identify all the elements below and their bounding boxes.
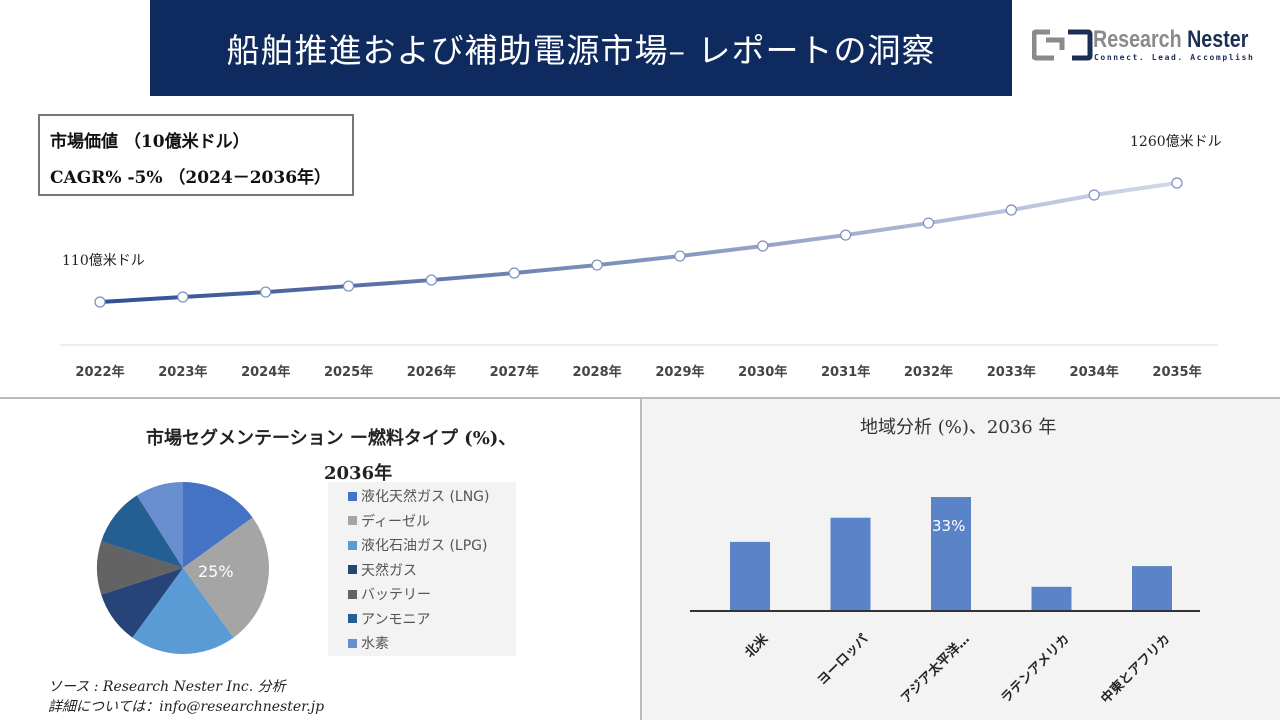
section-divider (0, 397, 1280, 399)
page-title: 船舶推進および補助電源市場– レポートの洞察 (226, 31, 936, 70)
region-bar (1031, 586, 1072, 611)
line-point (508, 267, 520, 279)
pie-title-line2: 2036年 (324, 463, 393, 484)
region-bar (1132, 566, 1172, 611)
x-tick-label: 2035年 (1152, 365, 1202, 380)
line-point (260, 286, 272, 298)
line-point (1005, 204, 1017, 216)
pie-slice (101, 495, 183, 568)
pie-slice (101, 568, 183, 638)
pie-slice (132, 568, 234, 654)
start-value-label: 110億米ドル (62, 253, 145, 269)
line-point (674, 250, 686, 262)
pie-slice (136, 482, 183, 568)
x-tick-label: 2032年 (903, 365, 954, 380)
title-banner: 船舶推進および補助電源市場– レポートの洞察 (150, 0, 1012, 96)
source-note: ソース : Research Nester Inc. 分析 (48, 679, 286, 695)
line-point (342, 280, 355, 292)
legend-swatch (348, 638, 357, 648)
line-point (757, 240, 769, 252)
x-tick-label: 2034年 (1069, 365, 1119, 380)
contact-note: 詳細については：info@researchnester.jp (48, 699, 325, 715)
legend-item: アンモニア (348, 609, 430, 629)
legend-swatch (348, 516, 357, 525)
x-tick-label: 2022年 (75, 365, 125, 380)
pie-title-line1: 市場セグメンテーション ー燃料タイプ (%)、 (146, 428, 517, 449)
logo-text: Research Nester (1093, 26, 1249, 53)
line-point (922, 217, 935, 229)
line-point (94, 296, 106, 308)
bar-data-label: 33% (932, 517, 966, 535)
pie-legend: 液化天然ガス (LNG) ディーゼル液化石油ガス (LPG) 天然ガスバッテリーアン… (328, 482, 516, 656)
line-point (840, 229, 852, 241)
x-tick-label: 2025年 (323, 365, 374, 380)
x-tick-label: 2023年 (158, 365, 208, 380)
x-tick-label: 2028年 (572, 365, 622, 380)
bar-title: 地域分析 (%)、2036 年 (860, 417, 1057, 438)
x-tick-label: 2024年 (241, 365, 291, 380)
legend-item: 水素 (348, 633, 389, 653)
line-point (1088, 189, 1100, 201)
pie-slice (97, 541, 183, 595)
region-bar-chart (690, 497, 1200, 612)
legend-item: 天然ガス (348, 560, 417, 580)
legend-swatch (348, 614, 357, 623)
market-value-label: 市場価値 （10億米ドル） (50, 132, 250, 152)
pie-slice (183, 482, 253, 568)
region-bar (830, 517, 871, 611)
x-tick-label: 2029年 (655, 365, 705, 380)
legend-label: 天然ガス (361, 562, 417, 579)
legend-item: バッテリー (348, 584, 431, 604)
market-value-line (99, 181, 1178, 304)
x-tick-label: 2031年 (821, 365, 871, 380)
line-point (177, 291, 189, 303)
legend-label: ディーゼル (361, 513, 431, 530)
legend-swatch (348, 589, 357, 599)
legend-item: 液化天然ガス (LNG) (348, 486, 490, 506)
region-bar (730, 541, 770, 611)
legend-item: 液化石油ガス (LPG) (348, 535, 487, 555)
legend-label: アンモニア (361, 611, 431, 628)
research-nester-logo-icon (1032, 29, 1093, 61)
market-line-chart (60, 177, 1218, 346)
x-tick-label: 2027年 (489, 365, 539, 380)
pie-slice (183, 517, 269, 638)
legend-swatch (348, 491, 357, 501)
legend-label: 液化天然ガス (LNG) (361, 489, 490, 505)
market-info-box: 市場価値 （10億米ドル） CAGR% -5% （2024－2036年） (38, 114, 354, 196)
end-value-label: 1260億米ドル (1130, 134, 1222, 150)
legend-item: ディーゼル (348, 511, 430, 531)
legend-label: バッテリー (361, 587, 431, 603)
fuel-pie-chart (97, 482, 269, 654)
cagr-label: CAGR% -5% （2024－2036年） (50, 168, 332, 188)
x-tick-label: 2033年 (986, 365, 1036, 380)
legend-label: 水素 (361, 636, 389, 652)
legend-swatch (348, 540, 357, 550)
region-bar (931, 497, 971, 611)
logo-tagline: Connect. Lead. Accomplish (1094, 53, 1255, 62)
x-tick-label: 2030年 (738, 365, 788, 380)
line-point (425, 274, 437, 286)
pie-data-label: 25% (198, 562, 234, 581)
line-point (591, 259, 603, 271)
line-point (1171, 177, 1183, 189)
x-tick-label: 2026年 (406, 365, 456, 380)
legend-label: 液化石油ガス (LPG) (361, 538, 488, 554)
legend-swatch (348, 565, 357, 574)
